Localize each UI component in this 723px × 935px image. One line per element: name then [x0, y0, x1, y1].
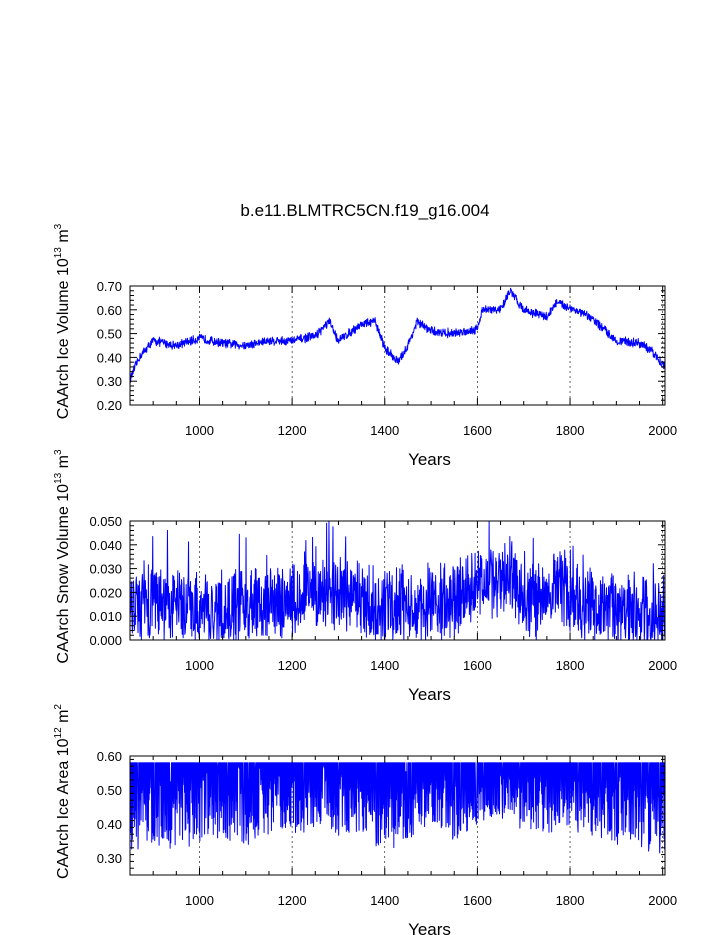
- y-axis-label-main: CAArch Ice Area 10: [55, 738, 72, 879]
- series-line-caarch-ice-volume: [129, 287, 666, 386]
- y-axis-label-exponent: 13: [53, 472, 64, 484]
- x-tick-label-1200: 1200: [278, 893, 307, 908]
- y-tick-label-0.020: 0.020: [89, 585, 122, 600]
- x-axis-label: Years: [408, 920, 451, 935]
- x-axis-label: Years: [408, 450, 451, 469]
- x-tick-label-1400: 1400: [370, 423, 399, 438]
- y-tick-label-0.50: 0.50: [97, 783, 122, 798]
- y-axis-label-exponent: 12: [53, 727, 64, 739]
- y-tick-label-0.040: 0.040: [89, 538, 122, 553]
- x-tick-label-1000: 1000: [185, 893, 214, 908]
- y-tick-label-0.40: 0.40: [97, 817, 122, 832]
- y-tick-label-0.40: 0.40: [97, 350, 122, 365]
- x-tick-label-1600: 1600: [463, 423, 492, 438]
- y-tick-label-0.010: 0.010: [89, 609, 122, 624]
- series-line-caarch-snow-volume: [129, 520, 666, 641]
- y-axis-label-unit-exponent: 2: [53, 704, 64, 710]
- y-tick-label-0.50: 0.50: [97, 327, 122, 342]
- plot-frame: [129, 520, 666, 641]
- x-tick-label-1000: 1000: [185, 423, 214, 438]
- x-tick-label-1800: 1800: [556, 893, 585, 908]
- x-tick-label-1600: 1600: [463, 893, 492, 908]
- y-tick-label-0.20: 0.20: [97, 398, 122, 413]
- panel-1: 1000 1200 1400 1600 1800 2000 0.20 0.30 0.40 0.50…: [53, 223, 677, 469]
- x-tick-label-1000: 1000: [185, 658, 214, 673]
- x-tick-label-1200: 1200: [278, 423, 307, 438]
- y-axis-label-unit-exponent: 3: [53, 449, 64, 455]
- x-tick-label-2000: 2000: [648, 423, 677, 438]
- plot-frame: [129, 285, 666, 406]
- x-axis-label: Years: [408, 685, 451, 704]
- y-axis-label: CAArch Ice Volume 1013 m3: [53, 223, 72, 419]
- y-axis-label: CAArch Snow Volume 1013 m3: [53, 449, 72, 664]
- series-line-caarch-ice-area: [129, 762, 666, 854]
- x-tick-label-2000: 2000: [648, 658, 677, 673]
- y-tick-label-0.050: 0.050: [89, 514, 122, 529]
- panel-2: 1000 1200 1400 1600 1800 2000 0.000 0.010 0.020 0…: [53, 449, 677, 704]
- x-tick-label-1200: 1200: [278, 658, 307, 673]
- y-axis-label: CAArch Ice Area 1012 m2: [53, 704, 72, 879]
- y-axis-label-unit-exponent: 3: [53, 223, 64, 229]
- y-tick-label-0.60: 0.60: [97, 749, 122, 764]
- y-tick-label-0.000: 0.000: [89, 633, 122, 648]
- plot-frame: [129, 755, 666, 876]
- y-tick-label-0.030: 0.030: [89, 562, 122, 577]
- y-tick-label-0.60: 0.60: [97, 303, 122, 318]
- x-tick-label-2000: 2000: [648, 893, 677, 908]
- y-tick-label-0.30: 0.30: [97, 374, 122, 389]
- chart-title: b.e11.BLMTRC5CN.f19_g16.004: [240, 201, 489, 220]
- x-tick-label-1400: 1400: [370, 893, 399, 908]
- y-axis-label-unit: m: [55, 710, 72, 728]
- y-axis-label-exponent: 13: [53, 247, 64, 259]
- panels: 1000 1200 1400 1600 1800 2000 0.20 0.30 0.40 0.50…: [53, 223, 677, 935]
- x-tick-label-1800: 1800: [556, 658, 585, 673]
- y-axis-label-main: CAArch Snow Volume 10: [55, 484, 72, 664]
- x-tick-label-1400: 1400: [370, 658, 399, 673]
- y-axis-label-unit: m: [55, 455, 72, 473]
- x-tick-label-1800: 1800: [556, 423, 585, 438]
- y-tick-label-0.70: 0.70: [97, 279, 122, 294]
- y-axis-label-unit: m: [55, 229, 72, 247]
- panel-3: 1000 1200 1400 1600 1800 2000 0.30 0.40 0.50 0.60…: [53, 704, 677, 935]
- y-axis-label-main: CAArch Ice Volume 10: [55, 258, 72, 419]
- x-tick-label-1600: 1600: [463, 658, 492, 673]
- y-tick-label-0.30: 0.30: [97, 851, 122, 866]
